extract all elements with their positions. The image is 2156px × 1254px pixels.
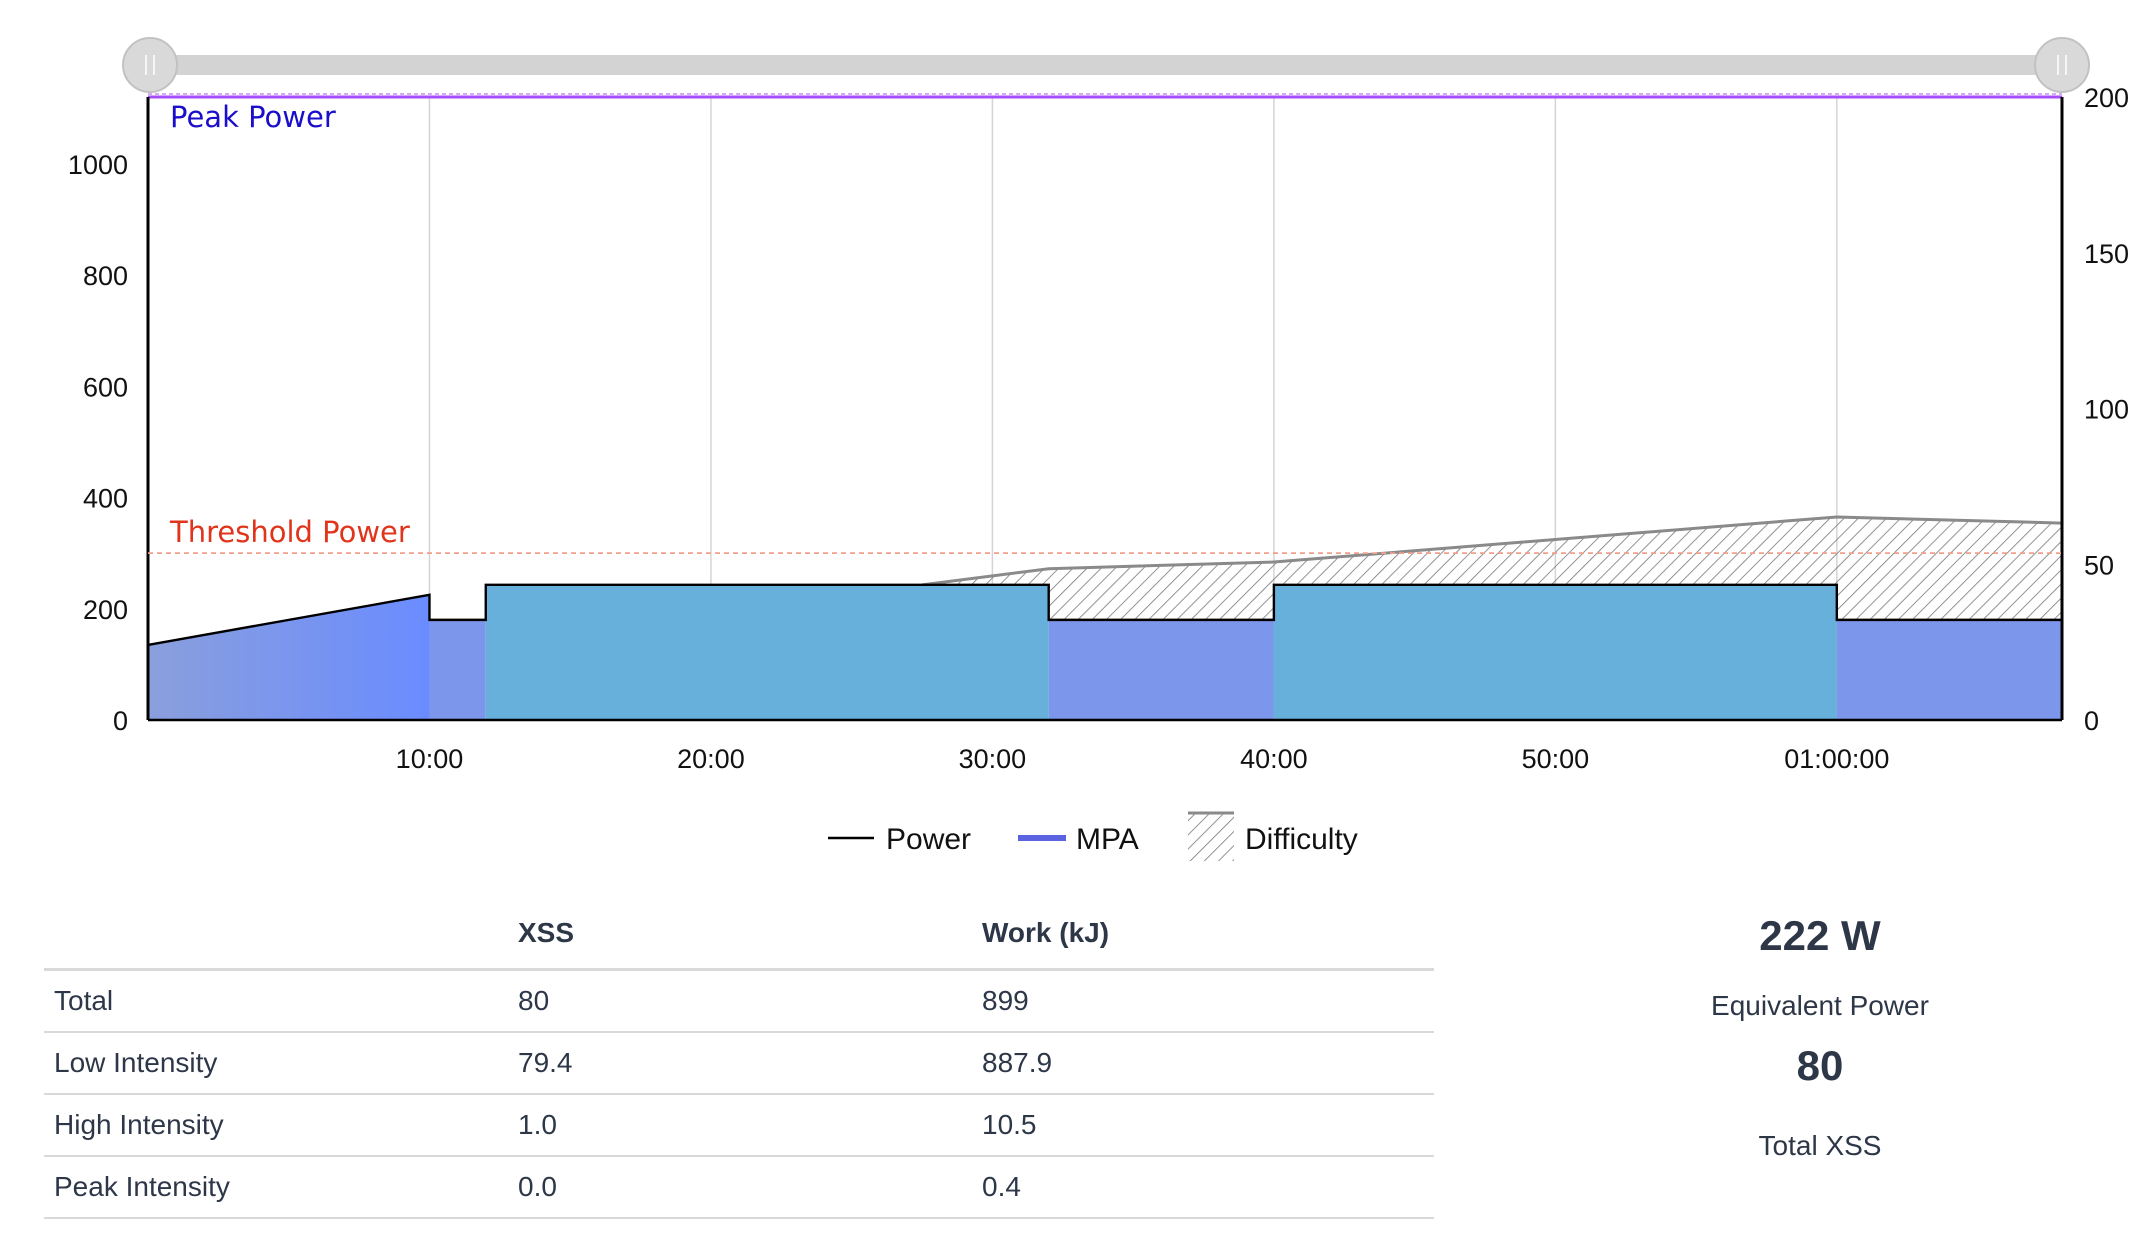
table-row: Total 80 899 — [44, 969, 1434, 1033]
row-label: High Intensity — [44, 1094, 508, 1157]
total-xss-label: Total XSS — [1758, 1130, 1882, 1161]
row-xss: 79.4 — [508, 1032, 972, 1095]
interval-zones — [148, 584, 2062, 720]
row-work: 0.4 — [972, 1156, 1434, 1219]
series-lines — [147, 93, 2062, 647]
x-tick-label: 20:00 — [677, 744, 745, 774]
annotations: Threshold Power Peak Power — [148, 100, 2062, 555]
x-tick-label: 30:00 — [959, 744, 1027, 774]
y-right-tick-label: 50 — [2084, 550, 2114, 580]
legend-power-label: Power — [886, 823, 971, 856]
zone-ramp — [148, 594, 430, 720]
range-slider-track[interactable] — [150, 55, 2060, 75]
zone-recovery — [429, 619, 486, 720]
y-left-tick-label: 1000 — [68, 150, 128, 180]
table-row: High Intensity 1.0 10.5 — [44, 1094, 1434, 1157]
x-tick-label: 01:00:00 — [1784, 744, 1889, 774]
x-tick-label: 40:00 — [1240, 744, 1308, 774]
range-slider[interactable] — [122, 37, 2090, 93]
row-work: 887.9 — [972, 1032, 1434, 1095]
table-row: Peak Intensity 0.0 0.4 — [44, 1156, 1434, 1219]
table-header-xss: XSS — [508, 898, 972, 971]
y-left-tick-label: 600 — [83, 372, 128, 402]
table-header-work: Work (kJ) — [972, 898, 1434, 971]
range-slider-left-handle[interactable] — [122, 37, 178, 93]
stats-table: XSS Work (kJ) Total 80 899 Low Intensity… — [44, 898, 1434, 1219]
legend-difficulty-label: Difficulty — [1245, 823, 1358, 856]
y-left-tick-label: 800 — [83, 261, 128, 291]
summary-panel: 222 W Equivalent Power 80 Total XSS — [1660, 900, 1980, 1162]
y-left-tick-label: 400 — [83, 484, 128, 514]
row-work: 899 — [972, 969, 1434, 1033]
total-xss-value: 80 — [1796, 1042, 1844, 1089]
difficulty-hatch — [922, 516, 2062, 620]
peak-power-label: Peak Power — [170, 100, 336, 134]
y-left-tick-label: 0 — [113, 706, 128, 736]
y-right-tick-label: 150 — [2084, 239, 2129, 269]
row-work: 10.5 — [972, 1094, 1434, 1157]
difficulty-line — [921, 515, 2063, 587]
power-line — [147, 583, 2062, 647]
y-right-tick-label: 200 — [2084, 83, 2129, 113]
equivalent-power-value: 222 W — [1759, 912, 1881, 959]
zone-recovery — [1836, 619, 2062, 720]
axes: 10:00 20:00 30:00 40:00 50:00 01:00:00 0 200 400… — [68, 83, 2129, 774]
power-chart: 10:00 20:00 30:00 40:00 50:00 01:00:00 0 200 400… — [68, 37, 2129, 861]
difficulty-area — [921, 515, 2063, 620]
row-xss: 0.0 — [508, 1156, 972, 1219]
legend-difficulty-swatch — [1188, 813, 1234, 861]
table-header-row: XSS Work (kJ) — [44, 898, 1434, 971]
row-xss: 80 — [508, 969, 972, 1033]
threshold-label: Threshold Power — [169, 515, 410, 549]
zone-work — [485, 584, 1049, 720]
legend-mpa-label: MPA — [1076, 823, 1139, 856]
row-xss: 1.0 — [508, 1094, 972, 1157]
equivalent-power-label: Equivalent Power — [1711, 990, 1929, 1021]
table-row: Low Intensity 79.4 887.9 — [44, 1032, 1434, 1095]
zone-work — [1273, 584, 1837, 720]
y-right-tick-label: 100 — [2084, 395, 2129, 425]
legend: Power MPA Difficulty — [828, 811, 1358, 861]
row-label: Peak Intensity — [44, 1156, 508, 1219]
y-left-tick-label: 200 — [83, 595, 128, 625]
zone-recovery — [1048, 619, 1274, 720]
y-right-tick-label: 0 — [2084, 706, 2099, 736]
row-label: Total — [44, 969, 508, 1033]
table-header-label — [44, 898, 508, 971]
range-slider-right-handle[interactable] — [2034, 37, 2090, 93]
x-tick-label: 50:00 — [1522, 744, 1590, 774]
x-tick-label: 10:00 — [396, 744, 464, 774]
row-label: Low Intensity — [44, 1032, 508, 1095]
